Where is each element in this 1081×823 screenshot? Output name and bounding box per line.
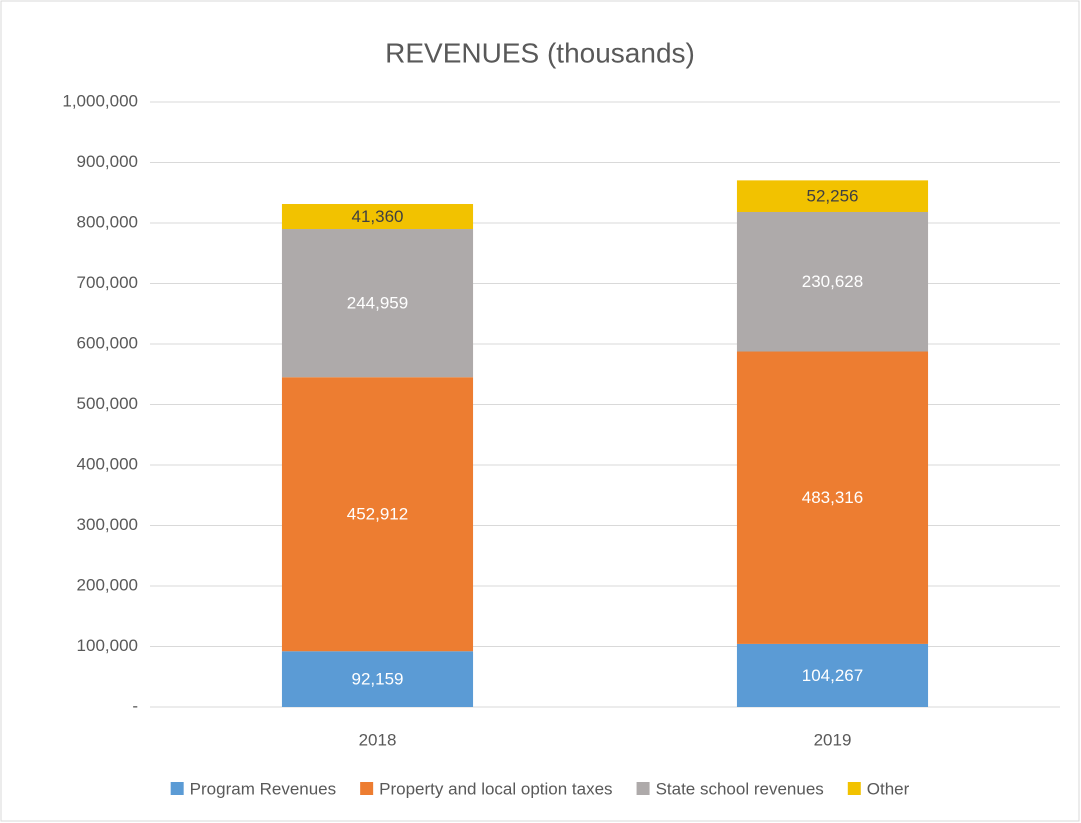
y-tick-label: 100,000 — [77, 636, 138, 655]
legend-swatch — [636, 782, 650, 795]
legend-swatch — [847, 782, 861, 795]
chart-title: REVENUES (thousands) — [385, 37, 695, 68]
bar-segment — [736, 211, 929, 352]
y-tick-label: 900,000 — [77, 152, 138, 171]
bar-segment — [281, 229, 474, 378]
data-label: 104,267 — [802, 666, 863, 685]
legend-label: Property and local option taxes — [379, 779, 612, 798]
data-label: 452,912 — [347, 505, 408, 524]
bar-segment — [736, 643, 929, 707]
y-tick-label: 400,000 — [77, 454, 138, 473]
data-label: 41,360 — [352, 207, 404, 226]
y-tick-label: 600,000 — [77, 333, 138, 352]
y-tick-label: 300,000 — [77, 515, 138, 534]
bar-segment — [281, 651, 474, 707]
y-tick-label: 200,000 — [77, 575, 138, 594]
legend-label: Other — [867, 779, 910, 798]
y-tick-label: 700,000 — [77, 273, 138, 292]
x-tick-label: 2018 — [359, 730, 397, 749]
legend-label: Program Revenues — [190, 779, 336, 798]
bar-segment — [281, 204, 474, 230]
y-tick-label: - — [132, 696, 138, 715]
data-label: 483,316 — [802, 488, 863, 507]
y-tick-label: 800,000 — [77, 212, 138, 231]
data-label: 230,628 — [802, 272, 863, 291]
y-tick-label: 500,000 — [77, 394, 138, 413]
data-label: 92,159 — [352, 670, 404, 689]
legend-swatch — [360, 782, 374, 795]
data-label: 244,959 — [347, 294, 408, 313]
bar-segment — [736, 351, 929, 644]
bar-segment — [736, 180, 929, 212]
bar-segment — [281, 377, 474, 652]
legend-swatch — [170, 782, 184, 795]
data-label: 52,256 — [807, 187, 859, 206]
legend-label: State school revenues — [656, 779, 824, 798]
x-tick-label: 2019 — [814, 730, 852, 749]
y-tick-label: 1,000,000 — [62, 91, 138, 110]
